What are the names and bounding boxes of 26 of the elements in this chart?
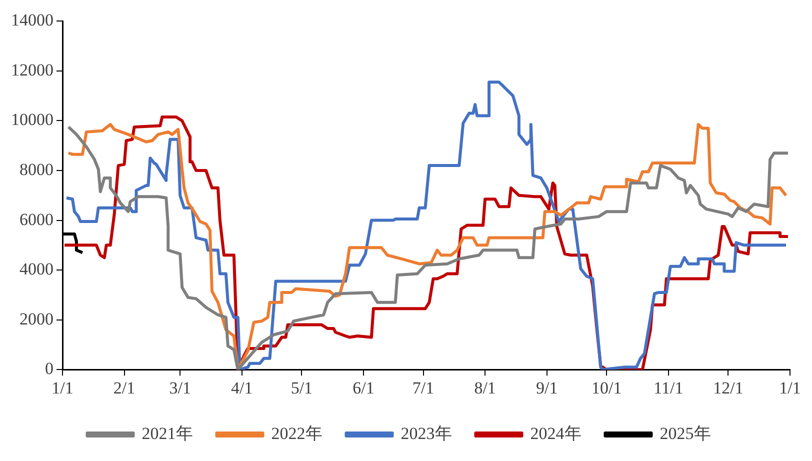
y-tick-label: 0: [45, 359, 54, 378]
y-tick-label: 6000: [20, 210, 54, 229]
y-tick-label: 14000: [11, 10, 54, 30]
x-tick-label: 12/1: [713, 378, 744, 398]
x-tick-label: 1/1: [779, 378, 801, 398]
x-tick-label: 7/1: [412, 378, 434, 398]
x-tick-label: 10/1: [592, 378, 622, 398]
x-tick-label: 5/1: [290, 378, 313, 398]
x-tick-label: 9/1: [536, 378, 558, 398]
legend-label: 2022年: [271, 424, 322, 443]
y-tick-label: 2000: [20, 309, 54, 328]
legend-label: 2023年: [400, 424, 452, 443]
legend-label: 2021年: [142, 424, 193, 443]
x-tick-label: 6/1: [352, 378, 374, 398]
legend-label: 2025年: [660, 424, 711, 443]
y-tick-label: 12000: [11, 60, 54, 80]
y-tick-label: 4000: [20, 260, 54, 279]
x-tick-label: 11/1: [654, 378, 684, 398]
y-tick-label: 10000: [11, 110, 54, 130]
x-tick-label: 2/1: [113, 378, 136, 398]
x-tick-label: 1/1: [52, 378, 74, 398]
y-tick-label: 8000: [20, 160, 54, 179]
legend-label: 2024年: [530, 424, 582, 443]
x-tick-label: 8/1: [474, 378, 496, 398]
x-tick-label: 4/1: [231, 378, 253, 398]
x-tick-label: 3/1: [169, 378, 191, 398]
